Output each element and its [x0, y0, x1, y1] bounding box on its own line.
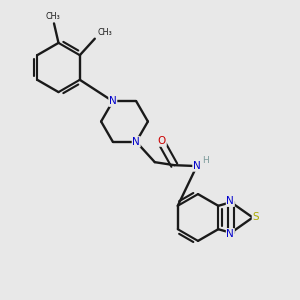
- Text: CH₃: CH₃: [45, 12, 60, 21]
- Text: N: N: [226, 229, 234, 239]
- Text: N: N: [132, 137, 140, 147]
- Text: N: N: [193, 161, 201, 171]
- Text: O: O: [158, 136, 166, 146]
- Text: N: N: [226, 196, 234, 206]
- Text: S: S: [252, 212, 259, 223]
- Text: H: H: [202, 156, 208, 165]
- Text: CH₃: CH₃: [97, 28, 112, 37]
- Text: N: N: [109, 96, 117, 106]
